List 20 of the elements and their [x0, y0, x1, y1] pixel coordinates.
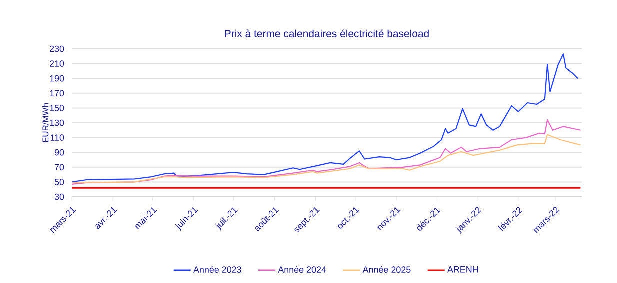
- line-series: [71, 119, 582, 185]
- y-tick-label: 50: [54, 179, 64, 186]
- y-tick-label: 230: [50, 46, 64, 52]
- y-tick-label: 150: [50, 105, 64, 112]
- chart-title: Prix à terme calendaires électricité baseload: [225, 30, 429, 38]
- y-tick-label: 170: [50, 90, 64, 97]
- y-tick-label: 70: [54, 164, 64, 171]
- y-tick-label: 110: [50, 134, 64, 141]
- y-tick-label: 210: [50, 60, 64, 67]
- y-tick-label: 30: [54, 194, 64, 200]
- legend-label: ARENH: [447, 266, 478, 273]
- legend-label: Année 2025: [362, 266, 411, 273]
- y-tick-label: 190: [50, 75, 64, 82]
- line-series: [71, 134, 582, 184]
- legend-label: Année 2023: [194, 266, 242, 273]
- line-series: [71, 54, 579, 183]
- legend-label: Année 2024: [278, 266, 326, 273]
- y-axis-title: EUR/MWh: [42, 104, 49, 142]
- y-tick-label: 90: [54, 149, 64, 156]
- y-tick-label: 130: [50, 120, 64, 126]
